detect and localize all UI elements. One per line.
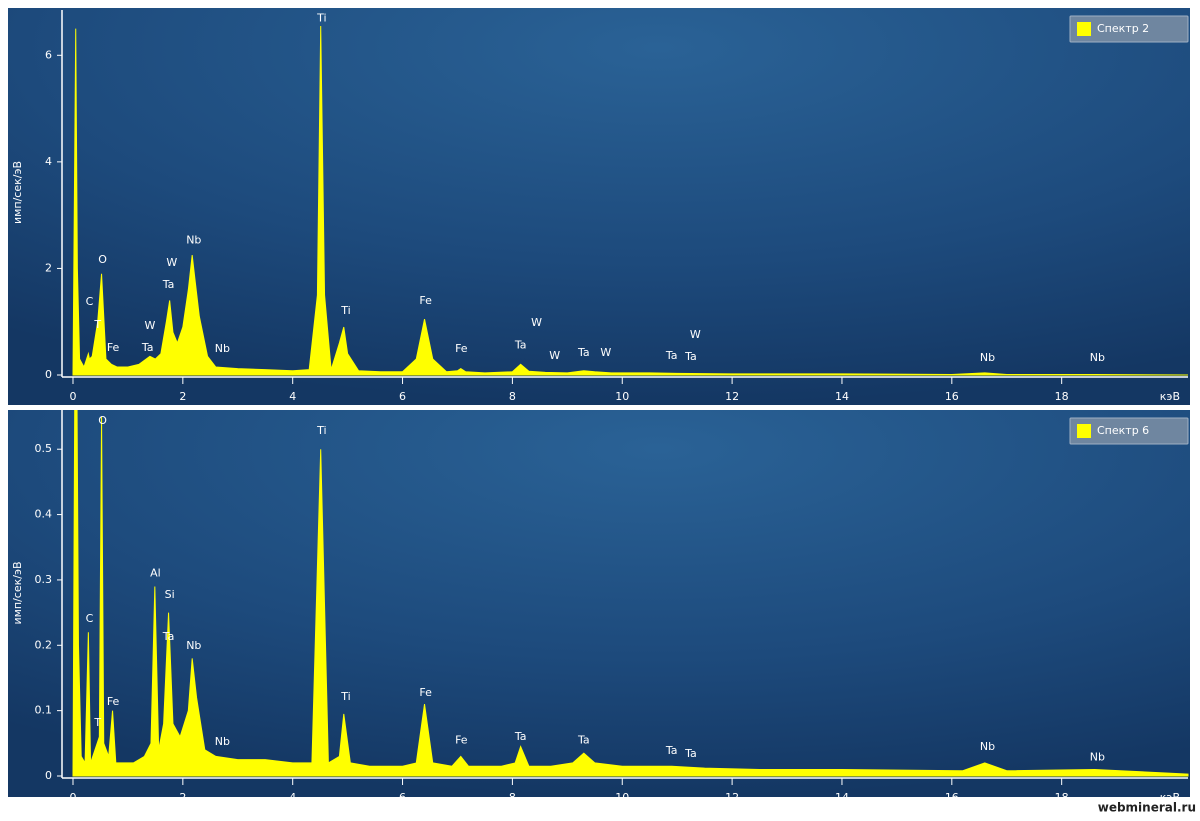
- legend-box: [1069, 417, 1189, 445]
- peak-label: Si: [165, 588, 175, 601]
- peak-label: Nb: [1090, 751, 1105, 764]
- legend-label: Спектр 6: [1097, 424, 1149, 437]
- peak-label: Al: [150, 566, 161, 579]
- x-tick-label: 12: [725, 390, 739, 403]
- peak-label: Ti: [316, 424, 326, 437]
- peak-label: Fe: [455, 342, 468, 355]
- x-tick-label: 6: [399, 390, 406, 403]
- peak-label: C: [86, 612, 94, 625]
- panel: [8, 8, 1190, 405]
- watermark-bg: [1106, 799, 1200, 817]
- x-tick-label: 14: [835, 390, 849, 403]
- peak-label: W: [600, 346, 611, 359]
- y-tick-label: 0.3: [35, 573, 53, 586]
- peak-label: Fe: [107, 695, 120, 708]
- legend-swatch: [1077, 22, 1091, 36]
- x-tick-label: 2: [179, 791, 186, 804]
- peak-label: Ti: [316, 12, 326, 25]
- legend-box: [1069, 15, 1189, 43]
- peak-label: O: [98, 414, 107, 427]
- peak-label: Fe: [419, 686, 432, 699]
- x-tick-label: 4: [289, 390, 296, 403]
- x-tick-label: 8: [509, 791, 516, 804]
- y-tick-label: 6: [45, 48, 52, 61]
- peak-label: Ta: [141, 341, 154, 354]
- peak-label: W: [690, 328, 701, 341]
- y-tick-label: 0.2: [35, 638, 53, 651]
- x-tick-label: 0: [69, 390, 76, 403]
- peak-label: Nb: [980, 351, 995, 364]
- legend-label: Спектр 2: [1097, 22, 1149, 35]
- x-tick-label: 0: [69, 791, 76, 804]
- peak-label: Ta: [577, 346, 590, 359]
- spectrum-area: [72, 25, 1189, 376]
- x-tick-label: 10: [615, 791, 629, 804]
- plot: [72, 25, 1189, 376]
- y-tick-label: 0: [45, 368, 52, 381]
- legend-swatch: [1077, 424, 1091, 438]
- peak-label: T: [93, 716, 101, 729]
- y-tick-label: 4: [45, 155, 52, 168]
- x-tick-label: 2: [179, 390, 186, 403]
- peak-label: W: [166, 256, 177, 269]
- peak-label: Ta: [684, 350, 697, 363]
- x-tick-label: 16: [945, 791, 959, 804]
- y-tick-label: 0.5: [35, 442, 53, 455]
- peak-label: O: [98, 253, 107, 266]
- x-axis-label: кэВ: [1160, 791, 1180, 804]
- spectrum-area: [72, 410, 1189, 777]
- y-axis-label: имп/сек/эВ: [11, 161, 24, 224]
- peak-label: Fe: [107, 341, 120, 354]
- x-tick-label: 18: [1055, 791, 1069, 804]
- peak-label: Nb: [215, 342, 230, 355]
- peak-label: Ta: [665, 349, 678, 362]
- peak-label: Nb: [1090, 351, 1105, 364]
- peak-label: W: [549, 349, 560, 362]
- y-axis-label: имп/сек/эВ: [11, 561, 24, 624]
- peak-label: Fe: [455, 734, 468, 747]
- peak-label: W: [144, 319, 155, 332]
- peak-label: C: [86, 295, 94, 308]
- x-tick-label: 18: [1055, 390, 1069, 403]
- x-tick-label: 10: [615, 390, 629, 403]
- peak-label: Ta: [514, 730, 527, 743]
- panel: [8, 410, 1190, 797]
- watermark: webmineral.ru: [1098, 801, 1196, 815]
- peak-label: Ta: [577, 734, 590, 747]
- peak-label: Ti: [340, 690, 350, 703]
- peak-label: Nb: [186, 234, 201, 247]
- peak-label: Ta: [665, 744, 678, 757]
- peak-label: T: [93, 318, 101, 331]
- peak-label: Nb: [980, 740, 995, 753]
- peak-label: Ta: [162, 630, 175, 643]
- x-axis-label: кэВ: [1160, 390, 1180, 403]
- peak-label: Nb: [215, 735, 230, 748]
- peak-label: W: [531, 316, 542, 329]
- y-tick-label: 0: [45, 769, 52, 782]
- plot: [72, 410, 1189, 777]
- peak-label: Nb: [186, 639, 201, 652]
- y-tick-label: 2: [45, 261, 52, 274]
- x-tick-label: 12: [725, 791, 739, 804]
- peak-label: Ta: [162, 278, 175, 291]
- y-tick-label: 0.1: [35, 704, 53, 717]
- peak-label: Ti: [340, 304, 350, 317]
- peak-label: Ta: [684, 747, 697, 760]
- x-tick-label: 4: [289, 791, 296, 804]
- peak-label: Ta: [514, 339, 527, 352]
- x-tick-label: 6: [399, 791, 406, 804]
- x-tick-label: 14: [835, 791, 849, 804]
- peak-label: Fe: [419, 294, 432, 307]
- y-tick-label: 0.4: [35, 508, 53, 521]
- x-tick-label: 8: [509, 390, 516, 403]
- x-tick-label: 16: [945, 390, 959, 403]
